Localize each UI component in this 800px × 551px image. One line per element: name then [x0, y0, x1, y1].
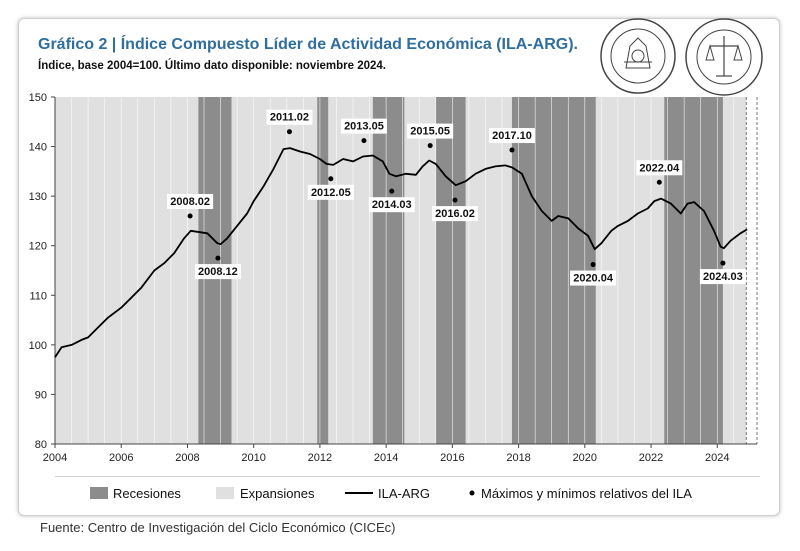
x-tick-label: 2012 — [308, 452, 332, 464]
extremum-label: 2015.05 — [410, 126, 450, 138]
extremum-label-bg — [407, 123, 454, 139]
extremum-label: 2016.02 — [435, 208, 475, 220]
ila-arg-series-line — [54, 147, 748, 358]
bolsa-comercio-santa-fe-seal — [600, 18, 676, 94]
extremum-point — [590, 262, 596, 268]
extremum-label-bg — [488, 128, 535, 144]
extremum-label: 2012.05 — [311, 187, 351, 199]
extremum-label-bg — [432, 206, 479, 222]
extremum-label-bg — [570, 270, 617, 286]
y-tick-label: 110 — [29, 290, 47, 302]
x-tick-label: 2006 — [109, 452, 133, 464]
extremum-point — [452, 197, 458, 203]
extremum-label: 2008.12 — [198, 266, 238, 278]
legend-label-point: Máximos y mínimos relativos del ILA — [481, 486, 692, 501]
x-tick-label: 2024 — [705, 452, 729, 464]
legend-label-expansion: Expansiones — [240, 486, 315, 501]
y-tick-label: 130 — [29, 191, 47, 203]
extremum-label-bg — [167, 193, 214, 209]
legend-label-line: ILA-ARG — [378, 486, 430, 501]
extremum-point — [427, 143, 433, 149]
extremum-label: 2020.04 — [573, 273, 614, 285]
extremum-label: 2024.03 — [703, 271, 743, 283]
extremum-label-bg — [340, 118, 387, 134]
extremum-label: 2011.02 — [270, 112, 309, 124]
source-note: Fuente: Centro de Investigación del Cicl… — [40, 520, 396, 535]
bolsa-comercio-rosario-seal — [685, 18, 763, 96]
recession-band — [317, 97, 329, 444]
legend-swatch-expansion — [216, 487, 234, 499]
extremum-label-bg — [266, 109, 313, 125]
extremum-label-bg — [307, 184, 354, 200]
extremum-point — [328, 176, 334, 182]
extremum-label: 2008.02 — [170, 196, 210, 208]
extremum-point — [656, 179, 662, 185]
y-tick-label: 90 — [35, 389, 47, 401]
x-tick-label: 2014 — [374, 452, 398, 464]
extremum-label: 2013.05 — [344, 121, 384, 133]
x-tick-label: 2010 — [241, 452, 265, 464]
y-tick-label: 80 — [35, 439, 47, 451]
legend-swatch-point — [469, 490, 475, 496]
extremum-label-bg — [699, 269, 746, 285]
x-tick-label: 2016 — [440, 452, 464, 464]
recession-band — [372, 97, 405, 444]
extremum-point — [361, 138, 367, 144]
x-tick-label: 2018 — [506, 452, 530, 464]
extremum-point — [286, 129, 292, 135]
recession-band — [435, 97, 466, 444]
extremum-label: 2017.10 — [492, 130, 532, 142]
x-tick-label: 2020 — [573, 452, 597, 464]
extremum-point — [720, 260, 726, 266]
y-tick-label: 140 — [29, 142, 47, 154]
chart-subtitle: Índice, base 2004=100. Último dato dispo… — [38, 60, 386, 72]
extremum-label-bg — [194, 264, 241, 280]
y-tick-label: 150 — [29, 92, 47, 104]
legend-label-recession: Recesiones — [113, 486, 181, 501]
extremum-label: 2014.03 — [372, 199, 412, 211]
extremum-label-bg — [368, 197, 415, 213]
extremum-point — [215, 255, 221, 261]
extremum-point — [389, 188, 395, 194]
x-tick-label: 2022 — [639, 452, 663, 464]
chart-title: Gráfico 2 | Índice Compuesto Líder de Ac… — [38, 36, 578, 53]
x-tick-label: 2008 — [175, 452, 199, 464]
recession-band — [511, 97, 596, 444]
legend-swatch-recession — [90, 487, 108, 499]
y-tick-label: 100 — [29, 340, 47, 352]
legend — [55, 476, 760, 505]
y-tick-label: 120 — [29, 241, 47, 253]
extremum-label: 2022.04 — [639, 162, 680, 174]
x-tick-label: 2004 — [43, 452, 67, 464]
extremum-point — [509, 147, 515, 153]
extremum-point — [187, 213, 193, 219]
extremum-label-bg — [636, 160, 683, 176]
